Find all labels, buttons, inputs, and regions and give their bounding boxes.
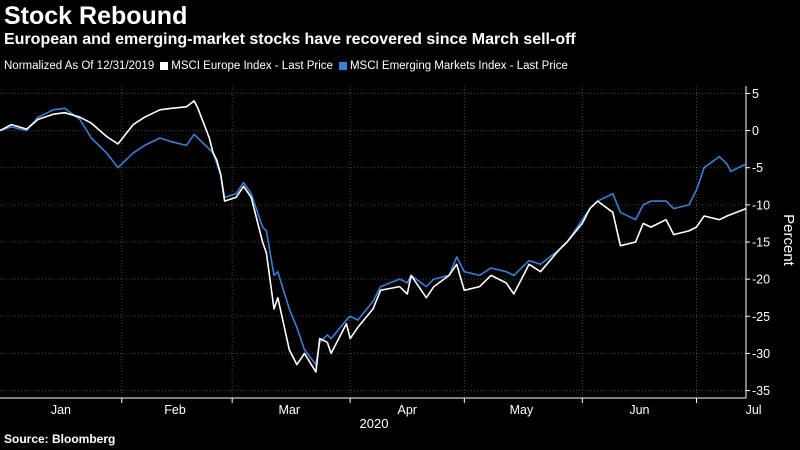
- y-axis-label: Percent: [780, 214, 797, 267]
- chart-title: Stock Rebound: [4, 2, 188, 30]
- x-tick-label: Jul: [746, 403, 762, 417]
- legend-label-europe: MSCI Europe Index - Last Price: [171, 60, 333, 72]
- source-note: Source: Bloomberg: [4, 432, 116, 446]
- x-tick-label: Jan: [51, 403, 71, 417]
- x-tick-label: Feb: [164, 403, 186, 417]
- y-tick-label: -25: [752, 310, 770, 324]
- legend: Normalized As Of 12/31/2019 MSCI Europe …: [4, 60, 568, 72]
- legend-label-em: MSCI Emerging Markets Index - Last Price: [349, 60, 568, 72]
- legend-swatch-europe: [160, 62, 169, 70]
- series-lines: [0, 100, 747, 373]
- y-tick-label: 0: [752, 124, 759, 138]
- chart-subtitle: European and emerging-market stocks have…: [4, 31, 576, 48]
- axes: [0, 86, 750, 403]
- y-tick-label: -10: [752, 198, 770, 212]
- y-tick-label: -35: [752, 384, 770, 398]
- y-tick-label: -15: [752, 236, 770, 250]
- y-tick-label: -20: [752, 273, 770, 287]
- x-tick-label: May: [510, 403, 534, 417]
- tick-labels: 5 0 -5 -10 -15 -20 -25 -30 -35 Jan Feb Mar Apr May Jun…: [51, 87, 770, 417]
- x-tick-label: Jun: [629, 403, 649, 417]
- y-tick-label: 5: [752, 87, 759, 101]
- x-axis-label: 2020: [360, 416, 389, 431]
- y-tick-label: -30: [752, 347, 770, 361]
- y-tick-label: -5: [752, 161, 763, 175]
- legend-swatch-em: [338, 62, 347, 70]
- x-tick-label: Apr: [398, 403, 417, 417]
- legend-note: Normalized As Of 12/31/2019: [4, 60, 155, 72]
- series-line-emerging-markets: [0, 107, 747, 366]
- series-line-europe: [0, 100, 747, 373]
- x-tick-label: Mar: [278, 403, 300, 417]
